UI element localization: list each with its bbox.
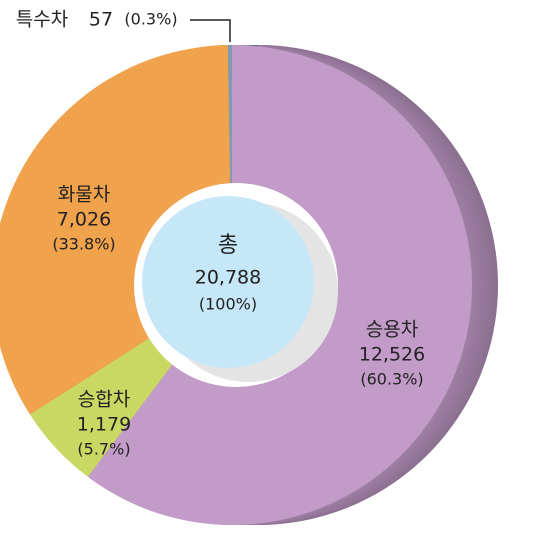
value-label: 57 bbox=[89, 9, 113, 31]
value-label: 1,179 bbox=[77, 414, 131, 436]
leader-line bbox=[190, 19, 231, 42]
category-label: 특수차 bbox=[16, 9, 68, 31]
percent-label: (60.3%) bbox=[360, 370, 423, 389]
category-label: 승합차 bbox=[78, 389, 130, 411]
center-value: 20,788 bbox=[195, 267, 261, 289]
percent-label: (5.7%) bbox=[77, 440, 130, 459]
percent-label: (0.3%) bbox=[124, 10, 177, 29]
percent-label: (33.8%) bbox=[52, 235, 115, 254]
labels: 승용차 12,526 (60.3%) 승합차 1,179 (5.7%) 화물차 7,026 (3… bbox=[16, 9, 425, 459]
category-label: 승용차 bbox=[366, 319, 418, 341]
category-label: 화물차 bbox=[58, 184, 110, 206]
value-label: 7,026 bbox=[57, 209, 111, 231]
center-percent: (100%) bbox=[199, 295, 257, 314]
value-label: 12,526 bbox=[359, 344, 425, 366]
center-title: 총 bbox=[218, 233, 238, 258]
center-disc bbox=[142, 196, 314, 368]
